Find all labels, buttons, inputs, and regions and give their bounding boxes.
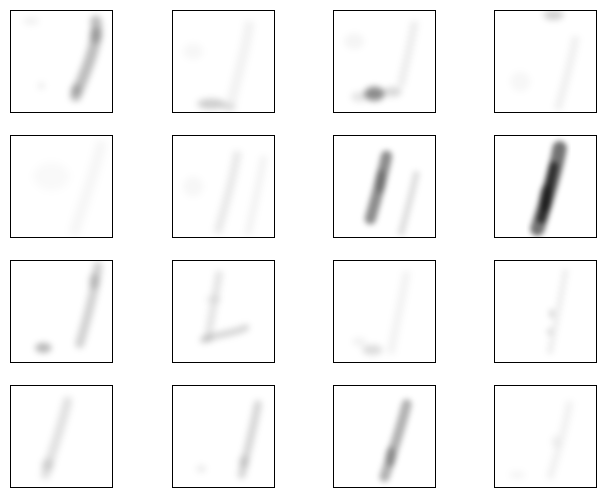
image-panel-r2c4 (494, 135, 597, 238)
panel-image (334, 386, 435, 487)
image-panel-r1c3 (333, 10, 436, 113)
image-panel-r3c1 (10, 260, 113, 363)
panel-image (334, 136, 435, 237)
panel-image (173, 11, 274, 112)
panel-image (173, 261, 274, 362)
image-panel-r4c1 (10, 385, 113, 488)
image-panel-r3c2 (172, 260, 275, 363)
image-panel-r1c1 (10, 10, 113, 113)
panel-image (334, 261, 435, 362)
image-panel-r2c3 (333, 135, 436, 238)
panel-image (173, 386, 274, 487)
image-panel-r4c3 (333, 385, 436, 488)
image-panel-r1c4 (494, 10, 597, 113)
image-panel-r3c3 (333, 260, 436, 363)
image-panel-r2c1 (10, 135, 113, 238)
image-panel-r4c2 (172, 385, 275, 488)
panel-image (495, 386, 596, 487)
panel-image (11, 11, 112, 112)
panel-image (495, 11, 596, 112)
panel-image (334, 11, 435, 112)
image-panel-r1c2 (172, 10, 275, 113)
image-panel-r3c4 (494, 260, 597, 363)
panel-image (173, 136, 274, 237)
panel-image (11, 386, 112, 487)
panel-image (495, 261, 596, 362)
panel-image (495, 136, 596, 237)
panel-image (11, 136, 112, 237)
image-panel-r2c2 (172, 135, 275, 238)
panel-image (11, 261, 112, 362)
image-panel-r4c4 (494, 385, 597, 488)
